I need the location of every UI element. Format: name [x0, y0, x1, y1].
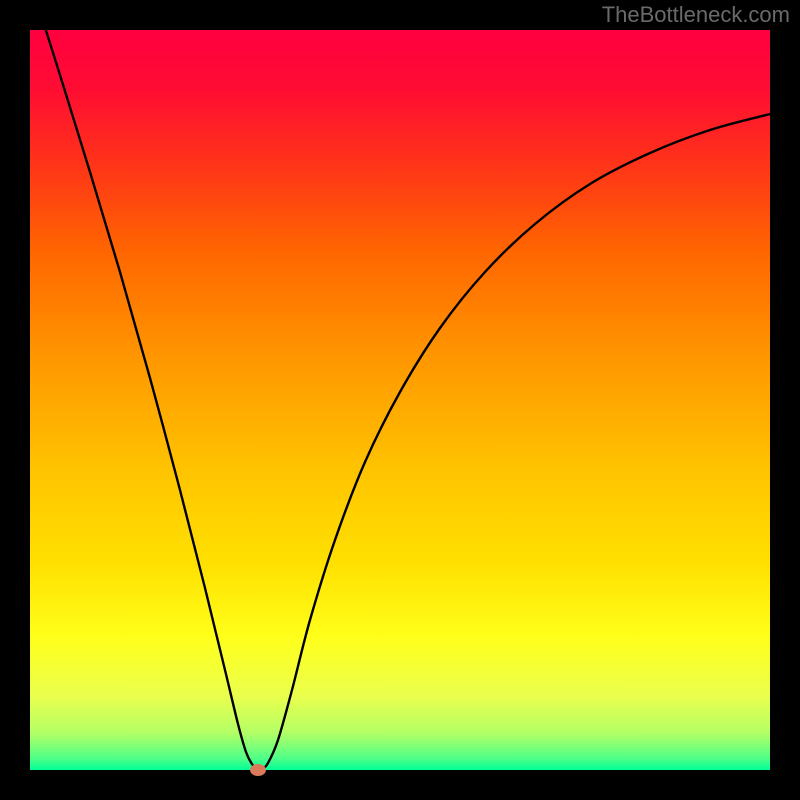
optimal-point-marker — [250, 764, 266, 776]
watermark-text: TheBottleneck.com — [602, 2, 790, 28]
bottleneck-chart — [0, 0, 800, 800]
chart-container: TheBottleneck.com — [0, 0, 800, 800]
plot-background-gradient — [30, 30, 770, 770]
